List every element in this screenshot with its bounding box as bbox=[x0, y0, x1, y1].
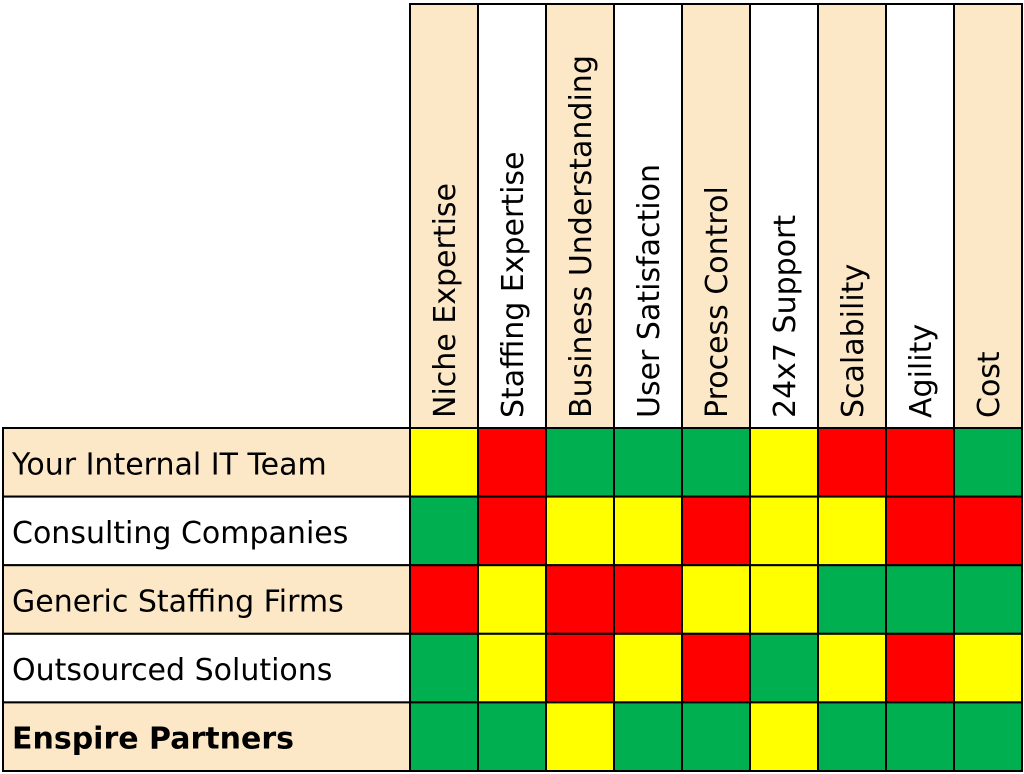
column-header-label: 24x7 Support bbox=[768, 215, 803, 418]
rating-cell-yellow bbox=[613, 632, 683, 704]
rating-cell-red bbox=[409, 564, 479, 635]
rating-cell-yellow bbox=[749, 701, 819, 773]
rating-cell-green bbox=[613, 427, 683, 498]
rating-cell-red bbox=[817, 427, 887, 498]
column-header-cell bbox=[409, 3, 479, 429]
rating-cell-yellow bbox=[749, 495, 819, 567]
rating-cell-yellow bbox=[477, 564, 547, 635]
rating-cell-red bbox=[477, 427, 547, 498]
rating-cell-red bbox=[613, 564, 683, 635]
column-header-label: Niche Expertise bbox=[428, 183, 463, 418]
row-label: Outsourced Solutions bbox=[12, 653, 332, 688]
row-label: Your Internal IT Team bbox=[11, 447, 327, 482]
column-header-label: Staffing Expertise bbox=[496, 151, 531, 418]
rating-cell-green bbox=[885, 564, 955, 635]
row-header-cell bbox=[2, 701, 411, 773]
rating-cell-yellow bbox=[817, 495, 887, 567]
rating-cell-green bbox=[613, 701, 683, 773]
row-header-cell bbox=[2, 427, 411, 498]
rating-cell-yellow bbox=[545, 495, 615, 567]
rating-cell-green bbox=[681, 701, 751, 773]
rating-cell-red bbox=[681, 632, 751, 704]
rating-cell-red bbox=[477, 495, 547, 567]
rating-cell-yellow bbox=[613, 495, 683, 567]
rating-cell-green bbox=[409, 632, 479, 704]
column-header-label: Scalability bbox=[836, 264, 871, 418]
rating-cell-yellow bbox=[409, 427, 479, 498]
rating-cell-green bbox=[953, 564, 1023, 635]
rating-cell-red bbox=[545, 564, 615, 635]
column-header-cell bbox=[749, 3, 819, 429]
rating-cell-red bbox=[681, 495, 751, 567]
rating-cell-yellow bbox=[749, 427, 819, 498]
rating-cell-green bbox=[477, 701, 547, 773]
rating-cell-green bbox=[545, 427, 615, 498]
row-label: Consulting Companies bbox=[12, 516, 348, 551]
column-header-cell bbox=[545, 3, 615, 429]
row-label: Generic Staffing Firms bbox=[12, 585, 344, 620]
column-header-label: User Satisfaction bbox=[632, 164, 667, 418]
rating-cell-yellow bbox=[749, 564, 819, 635]
rating-cell-green bbox=[817, 701, 887, 773]
rating-cell-red bbox=[885, 632, 955, 704]
column-header-label: Business Understanding bbox=[564, 55, 599, 418]
rating-cell-green bbox=[409, 495, 479, 567]
rating-cell-green bbox=[817, 564, 887, 635]
rating-cell-green bbox=[681, 427, 751, 498]
column-header-cell bbox=[477, 3, 547, 429]
column-header-label: Cost bbox=[972, 351, 1007, 418]
column-header-label: Process Control bbox=[700, 186, 735, 418]
rating-cell-yellow bbox=[545, 701, 615, 773]
rating-cell-green bbox=[885, 701, 955, 773]
rating-cell-green bbox=[409, 701, 479, 773]
row-label: Enspire Partners bbox=[12, 722, 294, 757]
rating-cell-yellow bbox=[953, 632, 1023, 704]
row-header-cell bbox=[2, 564, 411, 635]
rating-cell-green bbox=[953, 701, 1023, 773]
column-header-cell bbox=[885, 3, 955, 429]
rating-cell-red bbox=[885, 427, 955, 498]
rating-cell-green bbox=[749, 632, 819, 704]
rating-cell-green bbox=[953, 427, 1023, 498]
rating-cell-yellow bbox=[817, 632, 887, 704]
rating-cell-yellow bbox=[477, 632, 547, 704]
rating-cell-red bbox=[885, 495, 955, 567]
column-header-label: Agility bbox=[904, 324, 939, 418]
rating-cell-red bbox=[545, 632, 615, 704]
rating-cell-yellow bbox=[681, 564, 751, 635]
rating-cell-red bbox=[953, 495, 1023, 567]
